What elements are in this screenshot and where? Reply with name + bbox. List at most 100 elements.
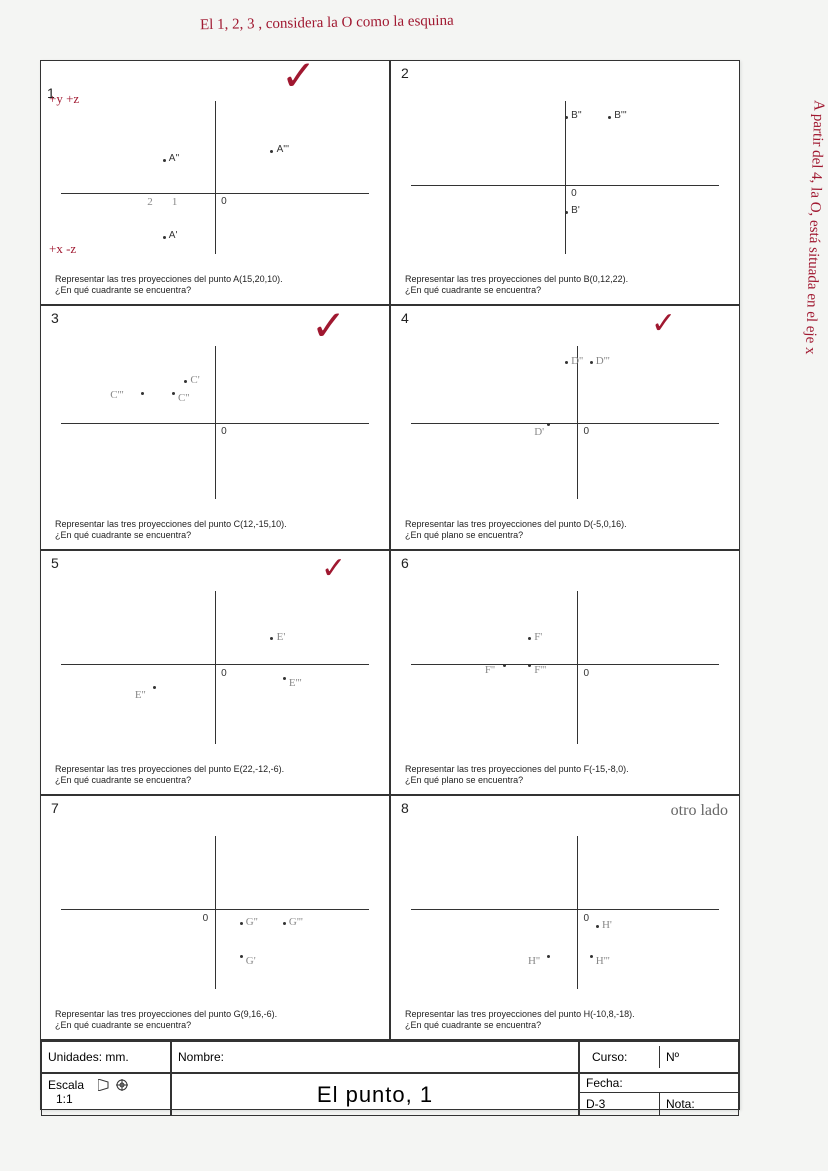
point-a2 (163, 159, 166, 162)
point-a3-label: A''' (277, 144, 289, 155)
cell-number: 3 (51, 310, 59, 326)
question-line1: Representar las tres proyecciones del pu… (55, 764, 284, 775)
point-g3 (283, 922, 286, 925)
axes-1: 0 A'' A''' A' 1 2 (61, 101, 369, 254)
point-c2-label: C'' (178, 392, 189, 404)
point-d1 (547, 423, 550, 426)
cell-5: 5 ✓ 0 E' E''' E'' Representar las tres p… (40, 550, 390, 795)
point-b3-label: B''' (614, 110, 626, 121)
origin-label: 0 (583, 668, 589, 679)
checkmark-icon: ✓ (651, 306, 676, 341)
exercise-grid: 1 +y +z +x -z ✓ 0 A'' A''' A' 1 2 Repres… (40, 60, 740, 1040)
title-cell: El punto, 1 (171, 1073, 579, 1116)
point-c3 (141, 392, 144, 395)
projection-symbol-icon (92, 1079, 128, 1091)
point-h1-label: H' (602, 919, 612, 931)
point-f3-label: F''' (534, 664, 546, 676)
axes-6: 0 F' F'' F''' (411, 591, 719, 744)
cell-2: 2 0 B'' B''' B' Representar las tres pro… (390, 60, 740, 305)
code-label: D-3 (580, 1093, 659, 1115)
point-b3 (608, 116, 611, 119)
point-f3 (528, 664, 531, 667)
handwriting-right: A partir del 4, la O, está situada en el… (792, 100, 826, 600)
cell-7: 7 0 G'' G''' G' Representar las tres pro… (40, 795, 390, 1040)
point-f1 (528, 637, 531, 640)
origin-label: 0 (221, 196, 227, 207)
point-d2 (565, 361, 568, 364)
point-a1-label: A' (169, 230, 178, 241)
escala-value: 1:1 (48, 1092, 73, 1106)
question-line2: ¿En qué cuadrante se encuentra? (55, 1020, 277, 1031)
escala-cell: Escala 1:1 (41, 1073, 171, 1116)
checkmark-icon: ✓ (321, 551, 346, 586)
cell-3: 3 ✓ 0 C' C'' C''' Representar las tres p… (40, 305, 390, 550)
question-2: Representar las tres proyecciones del pu… (405, 274, 628, 296)
escala-label: Escala (48, 1078, 84, 1092)
no-label: Nº (659, 1046, 732, 1068)
fecha-col: Fecha: D-3 Nota: (579, 1073, 739, 1116)
point-f1-label: F' (534, 631, 542, 643)
point-f2 (503, 664, 506, 667)
question-line2: ¿En qué plano se encuentra? (405, 775, 629, 786)
point-d1-label: D' (534, 426, 544, 438)
point-e3-label: E''' (289, 677, 302, 689)
cell-number: 8 (401, 800, 409, 816)
checkmark-icon: ✓ (281, 51, 316, 101)
tick-label: 1 (172, 196, 178, 208)
point-e3 (283, 677, 286, 680)
axes-7: 0 G'' G''' G' (61, 836, 369, 989)
question-line2: ¿En qué cuadrante se encuentra? (405, 1020, 635, 1031)
origin-label: 0 (583, 913, 589, 924)
axes-2: 0 B'' B''' B' (411, 101, 719, 254)
question-7: Representar las tres proyecciones del pu… (55, 1009, 277, 1031)
title-block: Unidades: mm. Nombre: Curso: Nº Escala 1… (40, 1040, 740, 1110)
worksheet-page: 1 +y +z +x -z ✓ 0 A'' A''' A' 1 2 Repres… (40, 60, 740, 1110)
point-c2 (172, 392, 175, 395)
point-e2-label: E'' (135, 689, 146, 701)
point-c1 (184, 380, 187, 383)
question-line2: ¿En qué cuadrante se encuentra? (55, 775, 284, 786)
point-a3 (270, 150, 273, 153)
origin-label: 0 (221, 426, 227, 437)
point-g3-label: G''' (289, 916, 303, 928)
handwriting-otro: otro lado (671, 802, 728, 820)
point-d3 (590, 361, 593, 364)
origin-label: 0 (203, 913, 209, 924)
cell-1: 1 +y +z +x -z ✓ 0 A'' A''' A' 1 2 Repres… (40, 60, 390, 305)
cell-number: 6 (401, 555, 409, 571)
name-cell: Nombre: (171, 1041, 579, 1073)
point-g2-label: G'' (246, 916, 258, 928)
question-1: Representar las tres proyecciones del pu… (55, 274, 283, 296)
origin-label: 0 (583, 426, 589, 437)
tick-label: 2 (147, 196, 153, 208)
point-b2 (565, 116, 568, 119)
point-b1 (565, 211, 568, 214)
point-g2 (240, 922, 243, 925)
question-line1: Representar las tres proyecciones del pu… (405, 764, 629, 775)
origin-label: 0 (571, 188, 577, 199)
question-line1: Representar las tres proyecciones del pu… (55, 519, 287, 530)
axes-8: 0 H' H'' H''' (411, 836, 719, 989)
point-a2-label: A'' (169, 153, 180, 164)
checkmark-icon: ✓ (311, 301, 346, 351)
point-h3-label: H''' (596, 955, 610, 967)
axes-4: 0 D'' D''' D' (411, 346, 719, 499)
point-c3-label: C''' (110, 389, 123, 401)
units-cell: Unidades: mm. (41, 1041, 171, 1073)
cell-8: 8 0 H' H'' H''' Representar las tres pro… (390, 795, 740, 1040)
cell-number: 2 (401, 65, 409, 81)
question-line2: ¿En qué cuadrante se encuentra? (55, 530, 287, 541)
point-a1 (163, 236, 166, 239)
cell-number: 5 (51, 555, 59, 571)
curso-label: Curso: (586, 1046, 659, 1068)
origin-label: 0 (221, 668, 227, 679)
question-line1: Representar las tres proyecciones del pu… (55, 274, 283, 285)
point-h1 (596, 925, 599, 928)
question-line1: Representar las tres proyecciones del pu… (405, 274, 628, 285)
question-5: Representar las tres proyecciones del pu… (55, 764, 284, 786)
axes-5: 0 E' E''' E'' (61, 591, 369, 744)
point-e2 (153, 686, 156, 689)
question-line2: ¿En qué cuadrante se encuentra? (405, 285, 628, 296)
question-line1: Representar las tres proyecciones del pu… (55, 1009, 277, 1020)
point-h2-label: H'' (528, 955, 540, 967)
